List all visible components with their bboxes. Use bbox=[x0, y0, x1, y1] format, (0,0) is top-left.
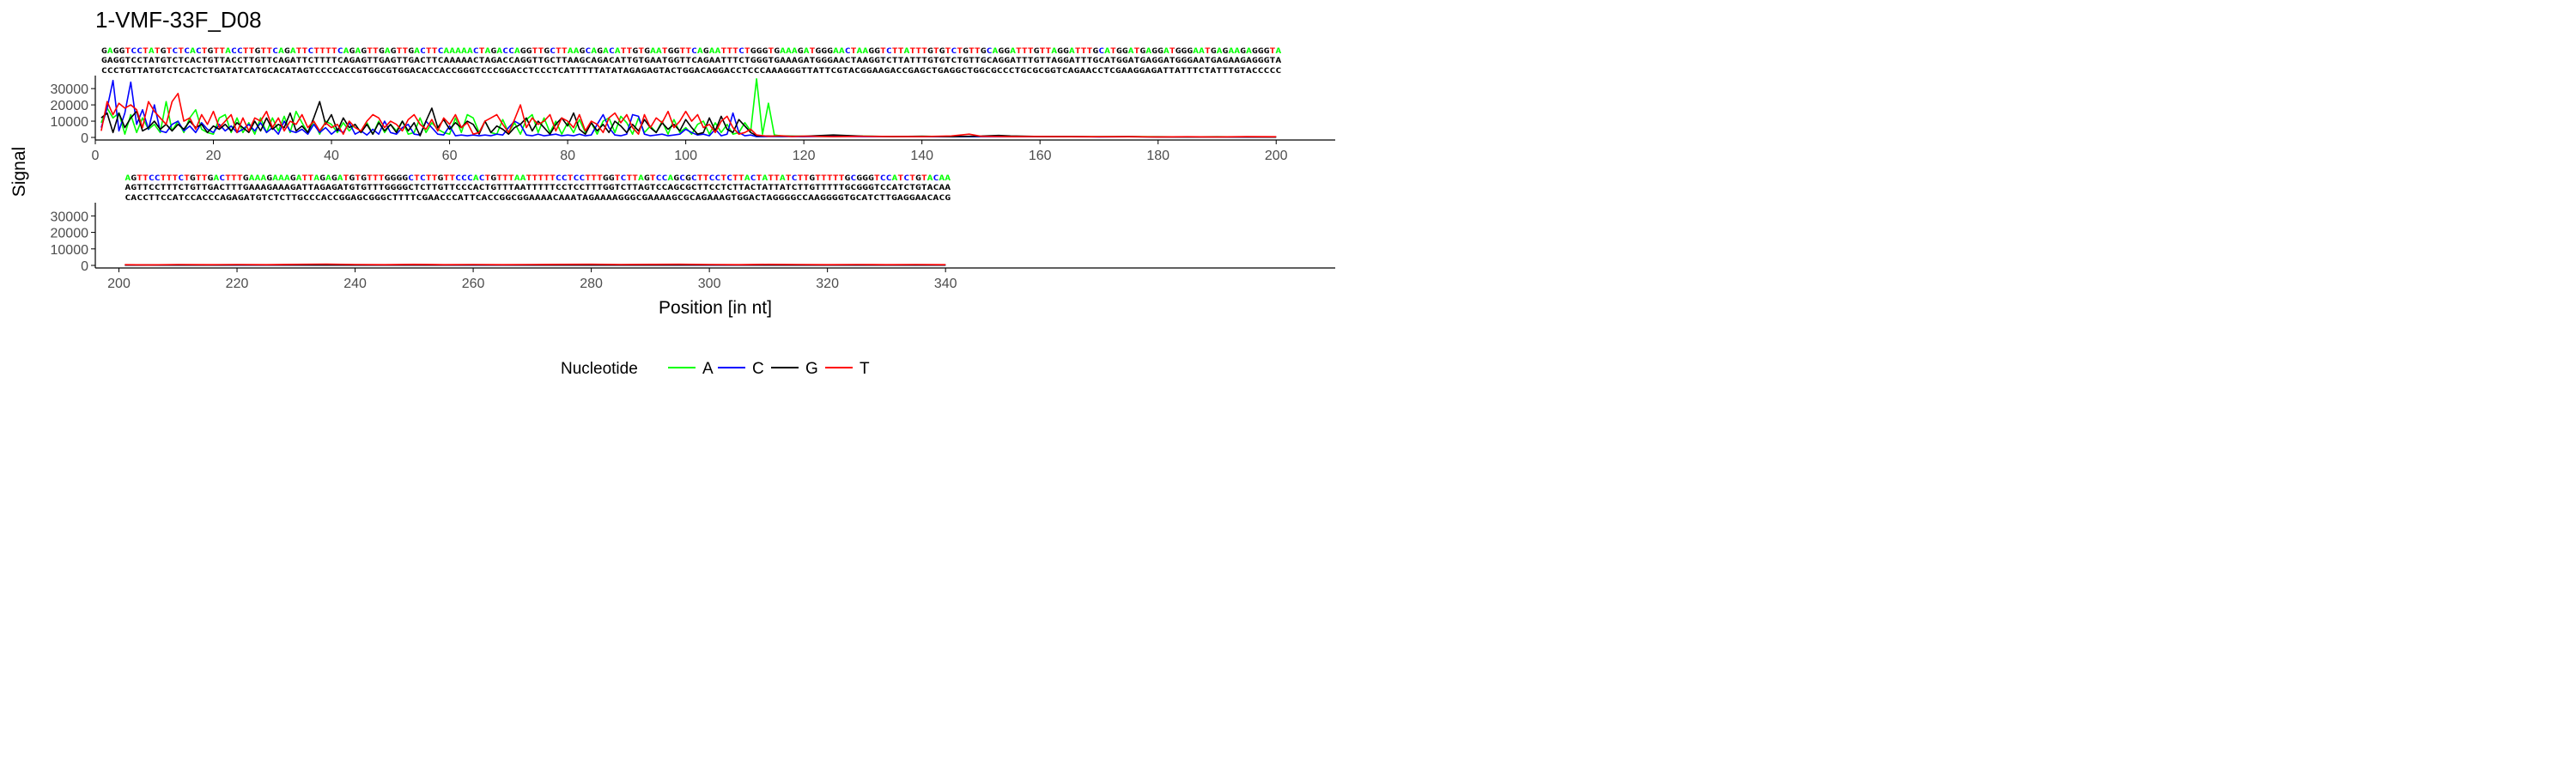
legend-label-G: G bbox=[805, 360, 818, 378]
y-tick-label: 10000 bbox=[51, 115, 89, 130]
x-tick-label: 80 bbox=[560, 149, 575, 163]
series-line-T bbox=[100, 93, 1277, 138]
x-axis-label: Position [in nt] bbox=[659, 298, 772, 318]
legend-title: Nucleotide bbox=[561, 360, 638, 378]
x-tick-label: 300 bbox=[698, 277, 721, 291]
sequence-secondary: CCCTGTTATGTCTCACTCTGATATCATGCACATAGTCCCC… bbox=[101, 67, 1281, 76]
legend-label-C: C bbox=[752, 360, 764, 378]
y-tick-label: 30000 bbox=[51, 210, 89, 224]
y-tick-label: 0 bbox=[81, 131, 88, 146]
y-tick-label: 10000 bbox=[51, 243, 89, 258]
x-tick-label: 20 bbox=[206, 149, 222, 163]
x-tick-label: 160 bbox=[1029, 149, 1052, 163]
x-tick-label: 120 bbox=[793, 149, 816, 163]
legend-label-A: A bbox=[702, 360, 714, 378]
x-tick-label: 180 bbox=[1146, 149, 1170, 163]
y-tick-label: 30000 bbox=[51, 82, 89, 97]
y-tick-label: 20000 bbox=[51, 99, 89, 113]
x-tick-label: 320 bbox=[816, 277, 839, 291]
sequence-reference: GAGGTCCTATGTCTCACTGTTACCTTGTTCAGATTCTTTT… bbox=[101, 57, 1281, 65]
y-tick-label: 0 bbox=[81, 259, 88, 274]
sequence-secondary: CACCTTCCATCCACCCAGAGATGTCTCTTGCCCACCGGAG… bbox=[125, 194, 951, 203]
x-tick-label: 100 bbox=[674, 149, 697, 163]
x-tick-label: 200 bbox=[1265, 149, 1288, 163]
legend: Nucleotide A C G T bbox=[561, 360, 870, 378]
x-tick-label: 240 bbox=[343, 277, 367, 291]
chart-title: 1-VMF-33F_D08 bbox=[95, 7, 262, 33]
sequence-reference: AGTTCCTTTCTGTTGACTTTGAAAGAAAGATTAGAGATGT… bbox=[125, 184, 951, 192]
x-tick-label: 220 bbox=[226, 277, 249, 291]
x-tick-label: 280 bbox=[580, 277, 603, 291]
x-tick-label: 260 bbox=[462, 277, 485, 291]
x-tick-label: 340 bbox=[934, 277, 957, 291]
x-tick-label: 140 bbox=[910, 149, 933, 163]
y-axis-label: Signal bbox=[9, 147, 29, 197]
y-tick-label: 20000 bbox=[51, 227, 89, 241]
x-tick-label: 0 bbox=[92, 149, 100, 163]
legend-label-T: T bbox=[860, 360, 870, 378]
series-line-A bbox=[100, 78, 1277, 138]
x-tick-label: 200 bbox=[107, 277, 131, 291]
chromatogram-figure: 1-VMF-33F_D08 Signal Position [in nt] 01… bbox=[9, 7, 1335, 378]
x-tick-label: 60 bbox=[442, 149, 458, 163]
x-tick-label: 40 bbox=[324, 149, 339, 163]
